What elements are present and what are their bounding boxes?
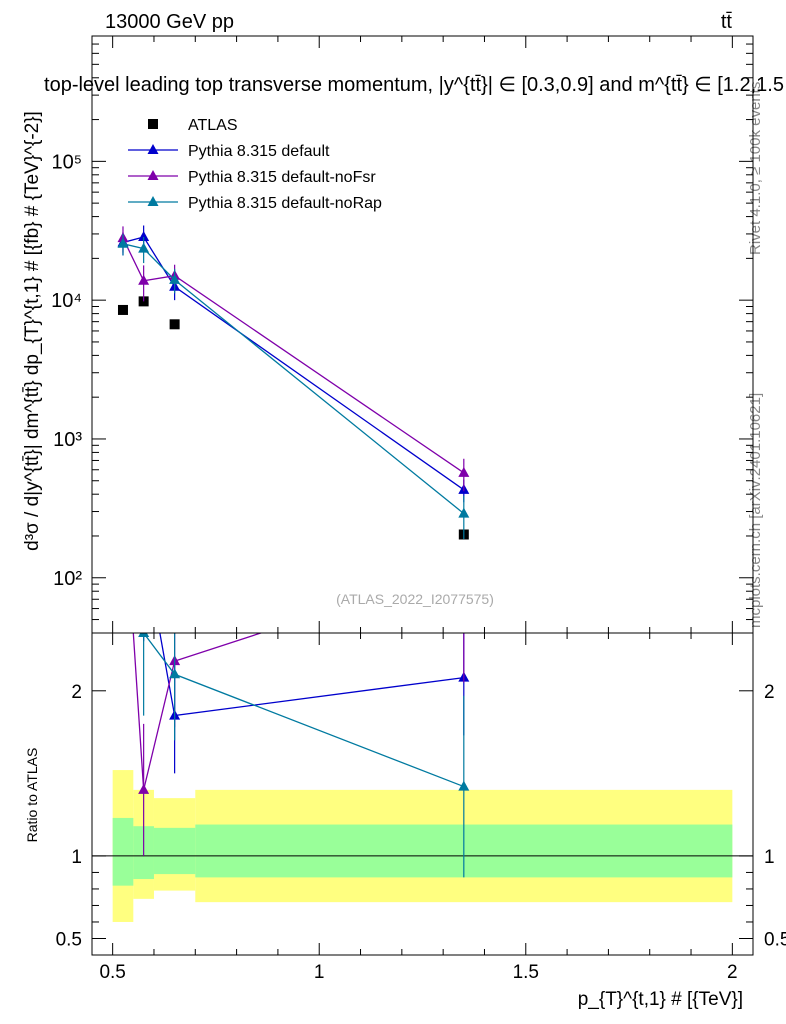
ratio-y-tick-label: 1 xyxy=(71,847,82,868)
noFsr-line xyxy=(122,237,465,474)
legend-noRap-label: Pythia 8.315 default-noRap xyxy=(188,195,382,212)
atlas-data-point xyxy=(169,319,180,330)
legend: ATLAS Pythia 8.315 default Pythia 8.315 de… xyxy=(128,117,382,212)
noRap-ratio-marker xyxy=(138,633,150,637)
noRap-ratio-marker xyxy=(117,520,128,530)
process-label: tt̄ xyxy=(721,11,733,33)
mcplots-label: mcplots.cern.ch [arXiv:2401.10621] xyxy=(747,393,764,628)
y-axis-title: d³σ / d|y^{tt̄}| dm^{tt̄} dp_{T}^{t,1} #… xyxy=(22,111,43,551)
legend-default-marker xyxy=(147,144,159,154)
plot-title: top-level leading top transverse momentu… xyxy=(44,74,784,96)
axes: 0.5 1 1.5 2 10² 10³ 10⁴ 10⁵ 0.5 0.5 1 1 2 2 xyxy=(51,35,786,983)
default-line xyxy=(122,236,465,491)
analysis-watermark: (ATLAS_2022_I2077575) xyxy=(336,591,494,607)
default-ratio-line xyxy=(159,633,464,717)
legend-noFsr-label: Pythia 8.315 default-noFsr xyxy=(188,169,376,186)
rivet-version-label: Rivet 4.1.0, ≥ 100k events xyxy=(747,82,764,255)
noRap-marker xyxy=(458,507,470,518)
default-marker xyxy=(138,231,150,242)
ratio-frame xyxy=(91,632,754,956)
legend-atlas-label: ATLAS xyxy=(188,117,238,134)
x-axis-title: p_{T}^{t,1} # [{TeV}] xyxy=(578,989,743,1010)
atlas-data-point xyxy=(117,304,128,315)
x-tick-label: 2 xyxy=(727,962,738,983)
main-plot-area xyxy=(117,225,470,540)
legend-atlas-marker xyxy=(148,119,158,129)
y-tick-label: 10³ xyxy=(53,429,82,451)
green-band-bin xyxy=(112,817,134,886)
noRap-ratio-line xyxy=(142,633,465,788)
energy-label: 13000 GeV pp xyxy=(105,11,234,33)
ratio-y-axis-title: Ratio to ATLAS xyxy=(24,748,40,843)
green-band-bin xyxy=(153,827,196,875)
default-ratio-marker xyxy=(138,536,149,546)
noRap-marker xyxy=(138,242,150,253)
ratio-y-tick-label-right: 1 xyxy=(764,847,775,868)
default-ratio-marker xyxy=(117,503,128,513)
y-tick-label: 10² xyxy=(53,568,82,590)
noRap-ratio-marker xyxy=(169,668,181,679)
y-tick-label: 10⁴ xyxy=(51,290,82,312)
ratio-uncertainty-bands xyxy=(112,770,733,922)
noFsr-ratio-marker xyxy=(458,561,469,571)
ratio-y-tick-label: 0.5 xyxy=(56,929,82,950)
legend-noFsr-marker xyxy=(147,170,159,180)
ratio-y-tick-label-right: 2 xyxy=(764,682,775,703)
ratio-y-tick-label-right: 0.5 xyxy=(764,929,786,950)
noRap-marker xyxy=(117,237,129,248)
ratio-y-tick-label: 2 xyxy=(71,682,82,703)
y-tick-label: 10⁵ xyxy=(51,151,82,173)
noFsr-ratio-marker xyxy=(138,783,150,794)
ratio-plot-area xyxy=(92,470,753,878)
x-tick-label: 0.5 xyxy=(99,962,125,983)
x-tick-label: 1.5 xyxy=(513,962,539,983)
noFsr-marker xyxy=(458,466,470,477)
noFsr-marker xyxy=(138,274,150,285)
x-tick-label: 1 xyxy=(314,962,325,983)
noRap-ratio-marker xyxy=(458,780,470,791)
legend-noRap-marker xyxy=(147,196,159,206)
legend-default-label: Pythia 8.315 default xyxy=(188,143,330,160)
noRap-line xyxy=(122,243,465,515)
noFsr-ratio-marker xyxy=(117,470,128,480)
noFsr-ratio-line xyxy=(132,633,263,791)
noRap-marker xyxy=(169,273,181,284)
